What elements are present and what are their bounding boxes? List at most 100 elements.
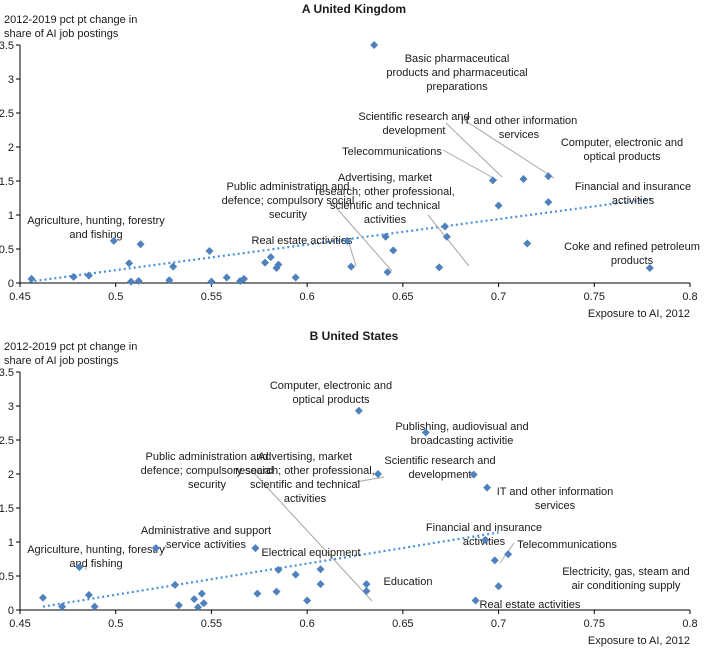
annotation-line: products [611,255,654,267]
data-point [494,582,503,591]
x-axis-label: Exposure to AI, 2012 [588,635,690,647]
x-tick-label: 0.6 [299,291,314,303]
y-tick-label: 2 [8,469,14,481]
annotation-line: security [188,479,226,491]
y-axis-label: 2012-2019 pct pt change in [4,14,137,26]
data-point [75,563,84,572]
annotation-line: development [383,125,446,137]
data-point [239,274,248,283]
annotation-label: Electricity, gas, steam and air condition… [562,566,690,592]
annotation-line: products and pharmaceutical [386,67,527,79]
data-point [109,236,118,245]
data-point [435,263,444,272]
data-point [389,246,398,255]
annotation-line: Education [384,576,433,588]
data-point [194,603,203,612]
x-tick-label: 0.55 [201,618,222,630]
y-tick-label: 2.5 [0,435,14,447]
data-point [483,483,492,492]
y-tick-label: 0 [8,605,14,617]
annotation-label: Basic pharmaceutical products and pharmac… [386,53,527,93]
annotation-line: Public administration and [227,181,350,193]
annotation-label: Education [384,576,433,588]
y-axis-label: share of AI job postings [4,355,119,367]
y-tick-label: 0.5 [0,244,14,256]
x-tick-label: 0.6 [299,618,314,630]
data-point [165,276,174,285]
annotation-line: IT and other information [497,486,614,498]
annotation-label: IT and other information services [497,486,614,512]
data-point [440,222,449,231]
annotation-label: Telecommunications [517,539,617,551]
leader-line [355,476,385,483]
data-point [469,470,478,479]
panel-title: B United States [310,329,399,343]
data-point [197,589,206,598]
data-point [383,268,392,277]
annotation-line: Electrical equipment [261,547,360,559]
y-tick-label: 1 [8,210,14,222]
leader-line [163,544,167,551]
annotation-label: Real estate activities [252,235,353,247]
annotation-line: scientific and technical [250,479,360,491]
y-tick-label: 1.5 [0,176,14,188]
data-point [205,247,214,256]
annotation-line: services [535,500,576,512]
annotation-line: optical products [583,151,661,163]
leader-line [445,122,503,178]
annotation-line: research; other professional, [315,186,454,198]
annotation-line: air conditioning supply [572,580,681,592]
leader-line [331,202,393,272]
data-point [291,273,300,282]
data-point [519,174,528,183]
data-point [494,201,503,210]
annotation-label: Scientific research and development [358,111,469,137]
x-tick-label: 0.45 [9,291,30,303]
annotation-label: IT and other information services [461,115,578,141]
data-point [253,589,262,598]
y-axis-label: 2012-2019 pct pt change in [4,341,137,353]
data-point [373,470,382,478]
y-tick-label: 3.5 [0,367,14,379]
annotation-line: development [409,469,472,481]
data-point [362,586,371,595]
annotation-line: Telecommunications [517,539,617,551]
annotation-line: Advertising, market [258,451,352,463]
annotation-label: Advertising, market research; other profe… [235,451,374,505]
annotation-label: Scientific research and development [384,455,495,481]
data-point [316,580,325,589]
annotation-line: defence; compulsory social [141,465,274,477]
data-point [303,596,312,605]
x-tick-label: 0.75 [584,291,605,303]
annotation-line: activities [284,493,327,505]
data-point [544,172,553,181]
annotation-label: Agriculture, hunting, forestry and fishin… [27,215,165,241]
data-point [58,602,67,611]
annotation-line: Administrative and support [141,525,271,537]
annotation-line: security [269,209,307,221]
trend-line [42,531,499,608]
y-tick-label: 0.5 [0,571,14,583]
data-point [274,565,283,574]
leader-line [253,472,373,602]
data-point [544,198,553,207]
chart-panel-us: B United States 2012-2019 pct pt change i… [0,329,698,647]
data-point [490,556,499,565]
y-tick-label: 3 [8,401,14,413]
data-point [69,272,78,281]
leader-line [427,214,470,267]
data-point [481,535,490,544]
data-point [90,602,99,611]
annotation-label: Computer, electronic and optical products [270,380,392,406]
data-point [381,232,390,241]
annotation-label: Electrical equipment [261,547,360,559]
annotation-line: preparations [426,81,488,93]
data-point [266,253,275,262]
data-point [421,428,430,437]
annotation-line: Agriculture, hunting, forestry [27,544,165,556]
panel-title: A United Kingdom [302,2,406,16]
annotation-label: Publishing, audiovisual and broadcasting … [395,421,528,447]
data-point [347,262,356,271]
data-point [134,276,143,285]
y-tick-label: 3 [8,74,14,86]
